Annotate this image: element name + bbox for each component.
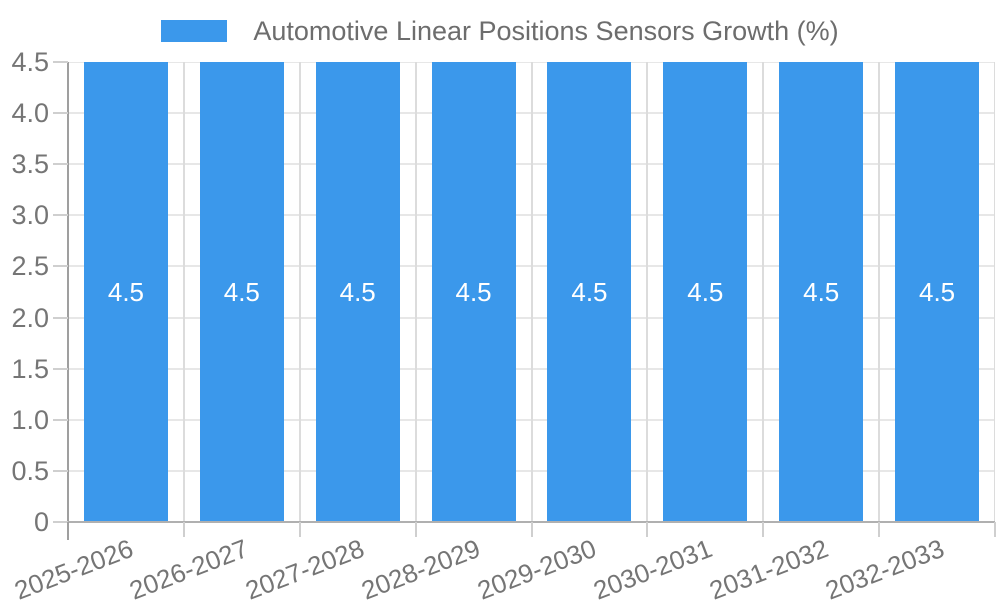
legend-swatch[interactable] — [161, 20, 228, 42]
x-tick-mark — [762, 522, 765, 537]
y-tick-label: 0 — [33, 507, 49, 537]
v-gridline — [646, 62, 649, 522]
legend-label: Automotive Linear Positions Sensors Grow… — [253, 15, 839, 46]
x-tick-label: 2027-2028 — [241, 533, 369, 606]
v-gridline — [994, 62, 995, 522]
x-tick-mark — [414, 522, 417, 537]
y-tick-mark — [53, 469, 68, 472]
y-tick-label: 3.0 — [11, 200, 49, 231]
bar-value-label: 4.5 — [223, 276, 260, 307]
bar-value-label: 4.5 — [339, 276, 376, 307]
x-tick-mark — [67, 522, 69, 540]
v-gridline — [530, 62, 533, 522]
y-tick-label: 4.0 — [11, 98, 49, 129]
x-tick-label: 2031-2032 — [705, 533, 832, 606]
x-tick-label: 2032-2033 — [820, 533, 948, 606]
y-tick-mark — [53, 418, 68, 421]
y-tick-mark — [53, 367, 68, 370]
x-tick-label: 2030-2031 — [589, 533, 717, 606]
bar-2028-2029[interactable]: 4.5 — [431, 62, 516, 522]
bar-2029-2030[interactable]: 4.5 — [547, 62, 632, 522]
bars-layer: 4.5 4.5 4.5 4.5 4.5 4.5 4.5 4.5 — [68, 62, 995, 522]
y-tick-mark — [53, 61, 68, 63]
y-tick-mark — [53, 163, 68, 166]
y-tick-label: 2.0 — [11, 302, 49, 333]
v-gridline — [414, 62, 417, 522]
bar-value-label: 4.5 — [571, 276, 608, 307]
y-tick-mark — [53, 265, 68, 268]
y-tick-label: 1.0 — [11, 404, 49, 435]
v-gridline — [762, 62, 765, 522]
bar-2030-2031[interactable]: 4.5 — [663, 62, 748, 522]
x-tick-label: 2029-2030 — [473, 533, 601, 606]
y-tick-label: 3.5 — [11, 149, 49, 180]
bar-2032-2033[interactable]: 4.5 — [895, 62, 980, 522]
x-tick-mark — [530, 522, 533, 537]
y-tick-label: 2.5 — [11, 251, 49, 282]
x-tick-mark — [994, 522, 996, 537]
grid-layer — [68, 62, 995, 522]
y-tick-mark — [53, 112, 68, 115]
v-gridline — [298, 62, 301, 522]
x-tick-mark — [182, 522, 185, 537]
y-tick-mark — [53, 214, 68, 217]
x-tick-label: 2026-2027 — [125, 533, 253, 606]
bar-2027-2028[interactable]: 4.5 — [315, 62, 400, 522]
x-tick-mark — [878, 522, 881, 537]
y-tick-label: 4.5 — [11, 47, 49, 77]
y-tick-mark — [53, 521, 68, 523]
x-tick-mark — [646, 522, 649, 537]
y-axis-line — [67, 62, 69, 522]
bar-2031-2032[interactable]: 4.5 — [779, 62, 864, 522]
bar-value-label: 4.5 — [455, 276, 492, 307]
legend[interactable]: Automotive Linear Positions Sensors Grow… — [0, 14, 1000, 48]
bar-value-label: 4.5 — [687, 276, 724, 307]
x-tick-mark — [298, 522, 301, 537]
x-tick-label: 2028-2029 — [357, 533, 485, 606]
bar-2026-2027[interactable]: 4.5 — [199, 62, 284, 522]
v-gridline — [878, 62, 881, 522]
bar-2025-2026[interactable]: 4.5 — [83, 62, 168, 522]
bar-value-label: 4.5 — [107, 276, 145, 307]
bar-value-label: 4.5 — [918, 276, 956, 307]
y-tick-label: 1.5 — [11, 353, 49, 384]
y-tick-mark — [53, 316, 68, 319]
y-tick-label: 0.5 — [11, 455, 49, 486]
bar-value-label: 4.5 — [803, 276, 840, 307]
plot-area: 4.5 4.5 4.5 4.5 4.5 4.5 4.5 4.5 — [68, 62, 995, 522]
x-tick-label: 2025-2026 — [9, 533, 137, 606]
v-gridline — [182, 62, 185, 522]
